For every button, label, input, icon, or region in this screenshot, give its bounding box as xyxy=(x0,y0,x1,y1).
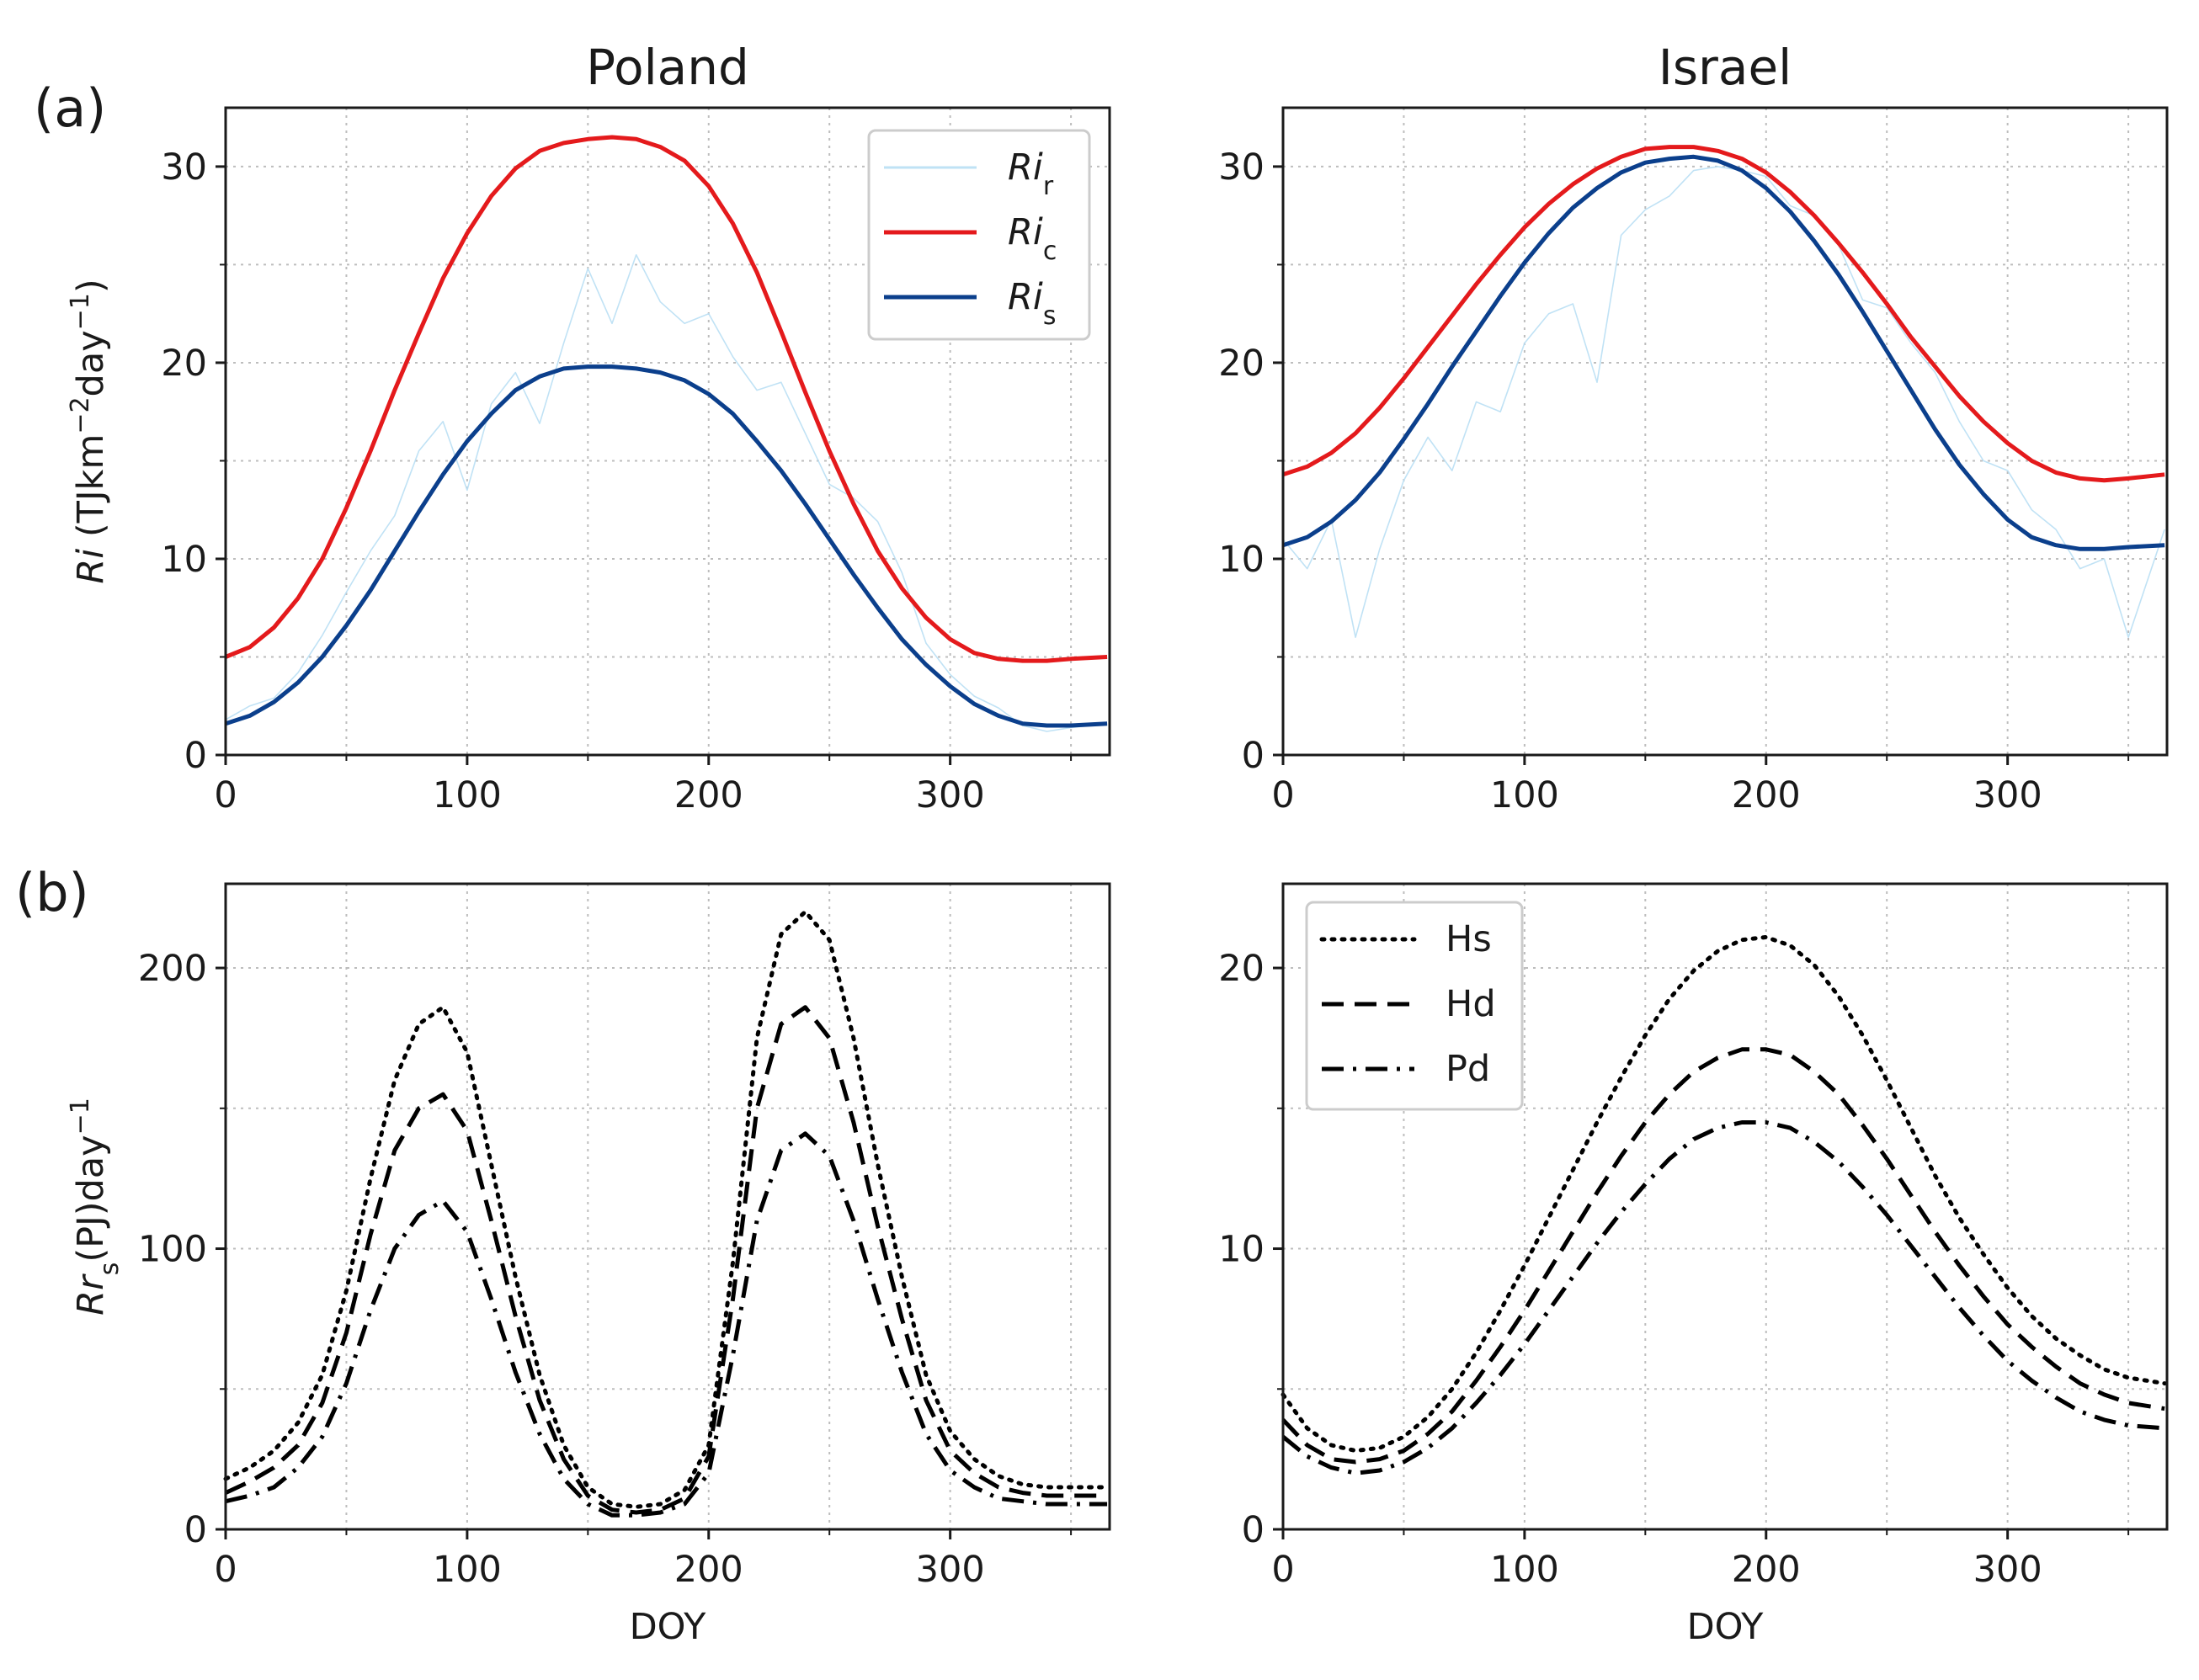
x-tick-label: 100 xyxy=(433,774,502,816)
axes-frame xyxy=(224,106,1111,757)
legend-box xyxy=(1305,901,1524,1111)
x-tick-label: 100 xyxy=(433,1549,502,1591)
plot-title: Poland xyxy=(586,39,749,96)
y-axis: 0 10 20 xyxy=(1218,948,1283,1551)
series-line-pd xyxy=(225,1131,1108,1518)
legend-box xyxy=(867,129,1091,341)
series-line-ri-c xyxy=(1282,145,2165,483)
y-tick-label: 0 xyxy=(1242,735,1265,777)
series-line-hd xyxy=(224,1005,1108,1515)
plot-b-poland: 0 100 200 300 0 100 200 DOY Rrs(PJ)day−1 xyxy=(66,882,1111,1648)
plot-a-poland: 0 100 200 300 0 10 20 30 Poland Ri (TJkm−2day−1) R… xyxy=(66,39,1111,816)
axes-frame xyxy=(224,882,1111,1531)
legend-label: Hd xyxy=(1446,983,1496,1025)
axes-frame xyxy=(1281,106,2169,757)
x-tick-label: 200 xyxy=(674,774,743,816)
series-line-ri-c xyxy=(225,135,1108,663)
plot-b-israel: 0 100 200 300 0 10 20 DOY Hs Hd Pd xyxy=(1218,882,2169,1648)
series-line-hs xyxy=(1281,934,2167,1454)
legend: Rir Ric Ris xyxy=(867,129,1091,341)
x-tick-label: 300 xyxy=(916,774,985,816)
grid xyxy=(1283,108,2167,755)
series-line-ri-r xyxy=(1282,166,2165,638)
series-line-ri-s xyxy=(225,364,1108,728)
y-tick-label: 30 xyxy=(1218,146,1265,189)
x-axis: 0 100 200 300 xyxy=(214,1529,1073,1591)
grid xyxy=(1283,884,2167,1529)
legend-label: Ric xyxy=(1008,211,1057,266)
x-tick-label: 300 xyxy=(1973,1549,2042,1591)
series-group xyxy=(1282,145,2165,638)
x-tick-label: 200 xyxy=(674,1549,743,1591)
y-tick-label: 200 xyxy=(138,948,207,990)
plot-title: Israel xyxy=(1659,39,1792,96)
y-tick-label: 100 xyxy=(138,1229,207,1271)
series-group xyxy=(223,909,1110,1518)
legend-label: Ris xyxy=(1008,276,1056,331)
y-tick-label: 20 xyxy=(1218,343,1265,385)
series-line-hd xyxy=(1281,1047,2165,1465)
legend-label: Rir xyxy=(1008,146,1054,201)
x-tick-label: 0 xyxy=(1271,774,1294,816)
y-tick-label: 0 xyxy=(184,735,207,777)
x-tick-label: 100 xyxy=(1490,774,1559,816)
y-tick-label: 10 xyxy=(1218,1229,1265,1271)
y-axis: 0 100 200 xyxy=(138,948,226,1551)
y-tick-label: 20 xyxy=(161,343,207,385)
x-tick-label: 0 xyxy=(1271,1549,1294,1591)
legend-label: Hs xyxy=(1446,918,1492,960)
series-line-ri-s xyxy=(1282,154,2165,551)
grid xyxy=(226,884,1110,1529)
x-tick-label: 200 xyxy=(1732,1549,1801,1591)
legend-label: Pd xyxy=(1446,1048,1490,1090)
y-tick-label: 0 xyxy=(184,1509,207,1551)
panel-label-b: (b) xyxy=(15,862,89,923)
x-axis-label: DOY xyxy=(1687,1606,1765,1648)
series-line-pd xyxy=(1281,1120,2165,1475)
y-tick-label: 20 xyxy=(1218,948,1265,990)
axes-frame xyxy=(1281,882,2169,1531)
legend: Hs Hd Pd xyxy=(1305,901,1524,1111)
plot-a-israel: 0 100 200 300 0 10 20 30 Israel xyxy=(1218,39,2169,816)
y-axis: 0 10 20 30 xyxy=(1218,146,1283,777)
series-line-hs xyxy=(223,909,1110,1509)
y-axis: 0 10 20 30 xyxy=(161,146,226,777)
x-tick-label: 0 xyxy=(214,1549,237,1591)
x-axis: 0 100 200 300 xyxy=(1271,1529,2130,1591)
x-axis: 0 100 200 300 xyxy=(1271,755,2130,816)
x-tick-label: 100 xyxy=(1490,1549,1559,1591)
x-tick-label: 200 xyxy=(1732,774,1801,816)
series-line-ri-r xyxy=(225,254,1108,732)
y-tick-label: 0 xyxy=(1242,1509,1265,1551)
y-tick-label: 10 xyxy=(1218,539,1265,581)
series-group xyxy=(1281,934,2167,1475)
x-tick-label: 300 xyxy=(916,1549,985,1591)
y-axis-label: Rrs(PJ)day−1 xyxy=(66,1098,125,1316)
x-tick-label: 0 xyxy=(214,774,237,816)
x-axis: 0 100 200 300 xyxy=(214,755,1073,816)
x-tick-label: 300 xyxy=(1973,774,2042,816)
x-axis-label: DOY xyxy=(630,1606,707,1648)
series-group xyxy=(225,135,1108,732)
panel-label-a: (a) xyxy=(34,77,106,139)
y-tick-label: 30 xyxy=(161,146,207,189)
y-axis-label: Ri (TJkm−2day−1) xyxy=(66,279,113,583)
y-tick-label: 10 xyxy=(161,539,207,581)
